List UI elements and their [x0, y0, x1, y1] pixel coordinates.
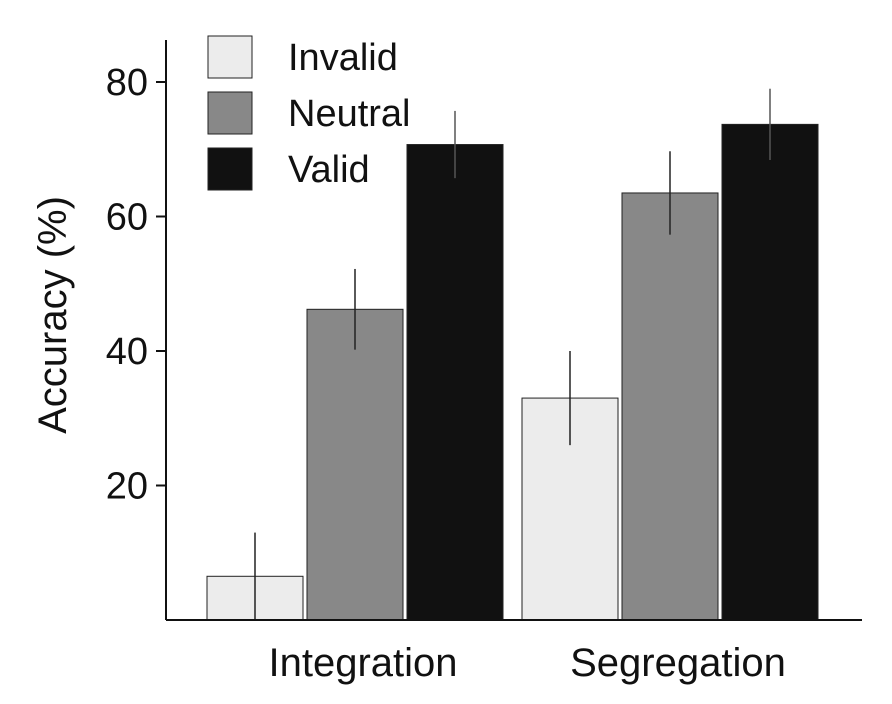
x-category-label: Segregation	[570, 641, 786, 685]
bars-layer	[206, 123, 819, 621]
y-ticks: 20 40 60 80	[106, 62, 166, 508]
y-tick-label: 40	[106, 331, 148, 373]
y-axis-title: Accuracy (%)	[31, 196, 75, 434]
bar-neutral-integration	[306, 308, 404, 621]
x-category-label: Integration	[268, 641, 457, 685]
bar-valid-integration	[406, 144, 504, 621]
bar-neutral-segregation	[621, 192, 719, 621]
y-tick-label: 80	[106, 62, 148, 104]
y-tick-label: 60	[106, 197, 148, 239]
legend-label-invalid: Invalid	[288, 37, 398, 79]
legend-swatch-invalid	[207, 35, 253, 79]
error-bars-layer	[254, 88, 771, 620]
bar-valid-segregation	[721, 123, 819, 621]
legend-swatch-neutral	[207, 91, 253, 135]
legend-label-neutral: Neutral	[288, 93, 411, 135]
x-category-labels: Integration Segregation	[268, 641, 785, 685]
legend-label-valid: Valid	[288, 149, 370, 191]
legend: Invalid Neutral Valid	[207, 35, 411, 191]
legend-swatch-valid	[207, 147, 253, 191]
y-tick-label: 20	[106, 466, 148, 508]
